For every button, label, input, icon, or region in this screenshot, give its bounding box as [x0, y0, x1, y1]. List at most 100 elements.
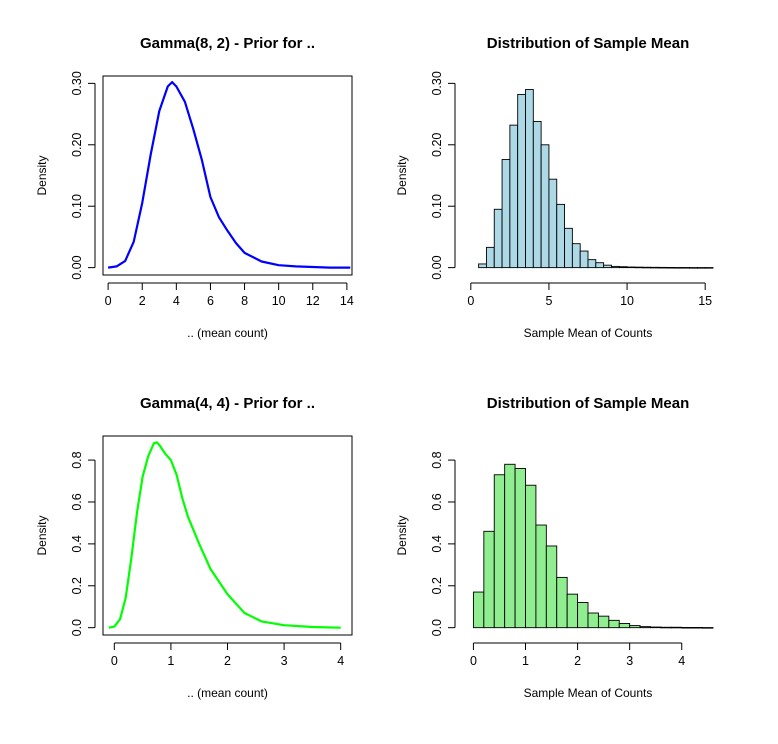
histogram-bar	[681, 627, 693, 629]
histogram-bar	[493, 474, 506, 629]
histogram-bar	[509, 124, 519, 269]
histogram-bar	[478, 263, 487, 269]
y-tick-label: 0.20	[70, 133, 84, 157]
histogram-bar	[595, 262, 605, 269]
y-tick-label: 0.00	[430, 255, 444, 279]
histogram-bar	[579, 250, 589, 269]
histogram-bar	[493, 208, 503, 269]
x-tick-label: 2	[574, 654, 581, 668]
histogram-bar	[639, 626, 651, 629]
histogram-bar	[587, 259, 597, 269]
histogram-bar	[660, 626, 672, 629]
y-tick-label: 0.2	[430, 577, 444, 594]
histogram-bar	[504, 463, 516, 629]
histogram-bar	[571, 243, 581, 269]
histogram-bar	[603, 264, 612, 269]
histogram-bar	[681, 267, 691, 269]
histogram-bar	[525, 89, 534, 269]
y-tick-label: 0.2	[70, 577, 84, 594]
histogram-bar	[485, 246, 495, 269]
histogram-bar	[577, 602, 589, 629]
x-tick-label: 15	[698, 294, 712, 308]
x-axis-label: .. (mean count)	[187, 326, 268, 340]
x-tick-label: 1	[522, 654, 529, 668]
histogram-bar	[689, 267, 698, 269]
chart-title: Gamma(8, 2) - Prior for ..	[140, 35, 315, 52]
y-tick-label: 0.4	[430, 535, 444, 552]
histogram-bar	[691, 627, 704, 629]
histogram-bar	[483, 530, 495, 629]
histogram-bar	[702, 627, 714, 629]
x-tick-label: 5	[545, 294, 552, 308]
x-tick-label: 0	[111, 654, 118, 668]
x-tick-label: 10	[272, 294, 286, 308]
y-axis-label: Density	[35, 515, 49, 555]
y-tick-label: 0.6	[430, 493, 444, 510]
x-tick-label: 2	[224, 654, 231, 668]
x-axis-label: Sample Mean of Counts	[524, 686, 653, 700]
x-tick-label: 14	[340, 294, 354, 308]
x-tick-label: 12	[306, 294, 320, 308]
y-tick-label: 0.0	[70, 619, 84, 636]
plot-frame	[102, 75, 353, 276]
histogram-bar	[556, 203, 566, 269]
y-tick-label: 0.30	[430, 71, 444, 95]
histogram-bar	[665, 266, 675, 269]
x-tick-label: 8	[241, 294, 248, 308]
y-tick-label: 0.8	[430, 451, 444, 468]
chart-title: Distribution of Sample Mean	[487, 35, 690, 52]
chart-panel-4: Distribution of Sample Mean 0.0 0.2 0.4 0.6 0…	[395, 395, 714, 700]
histogram-bar	[514, 468, 526, 629]
histogram-bar	[525, 484, 537, 629]
x-tick-label: 4	[173, 294, 180, 308]
y-tick-label: 0.10	[70, 194, 84, 218]
x-tick-label: 4	[678, 654, 685, 668]
histogram-bar	[610, 265, 620, 269]
histogram-bar	[517, 93, 526, 269]
x-tick-label: 1	[167, 654, 174, 668]
y-tick-label: 0.30	[70, 71, 84, 95]
histogram-bar	[472, 591, 485, 629]
histogram-bar	[657, 266, 667, 269]
histogram-bar	[545, 545, 558, 629]
x-tick-label: 0	[470, 654, 477, 668]
histogram-bar	[597, 615, 610, 629]
histogram-bar	[650, 266, 659, 269]
y-tick-label: 0.20	[430, 133, 444, 157]
histogram-bar	[532, 121, 542, 269]
y-tick-label: 0.4	[70, 535, 84, 552]
histogram-bar	[626, 266, 636, 269]
histogram-bar	[618, 266, 628, 269]
histogram-bar	[608, 619, 620, 629]
y-tick-label: 0.00	[70, 255, 84, 279]
x-tick-label: 3	[626, 654, 633, 668]
density-line	[107, 80, 351, 269]
y-tick-label: 0.0	[430, 619, 444, 636]
x-tick-label: 6	[207, 294, 214, 308]
density-line	[108, 441, 341, 629]
histogram-bar	[566, 593, 579, 629]
x-tick-label: 10	[620, 294, 634, 308]
x-axis-label: Sample Mean of Counts	[524, 326, 653, 340]
histogram-bar	[587, 612, 599, 629]
chart-panel-1: Gamma(8, 2) - Prior for .. 0.00 0.10 0.20 0.…	[35, 35, 354, 340]
chart-panel-2: Distribution of Sample Mean 0.00 0.10 0.20 0…	[395, 35, 714, 340]
y-axis-label: Density	[395, 155, 409, 195]
y-axis-label: Density	[395, 515, 409, 555]
chart-title: Distribution of Sample Mean	[487, 395, 690, 412]
y-tick-label: 0.8	[70, 451, 84, 468]
chart-panel-3: Gamma(4, 4) - Prior for .. 0.0 0.2 0.4 0.6 0.…	[35, 395, 353, 700]
histogram-bar	[650, 626, 662, 629]
histogram-bar	[673, 267, 683, 269]
histogram-bar	[548, 178, 558, 269]
histogram-bar	[704, 267, 714, 269]
histogram-bar	[629, 625, 641, 629]
x-tick-label: 3	[281, 654, 288, 668]
y-axis-label: Density	[35, 155, 49, 195]
histogram-bar	[642, 266, 651, 269]
histogram-bar	[618, 623, 631, 629]
histogram-bar	[564, 227, 573, 269]
x-axis-label: .. (mean count)	[187, 686, 268, 700]
plot-frame	[102, 435, 353, 636]
